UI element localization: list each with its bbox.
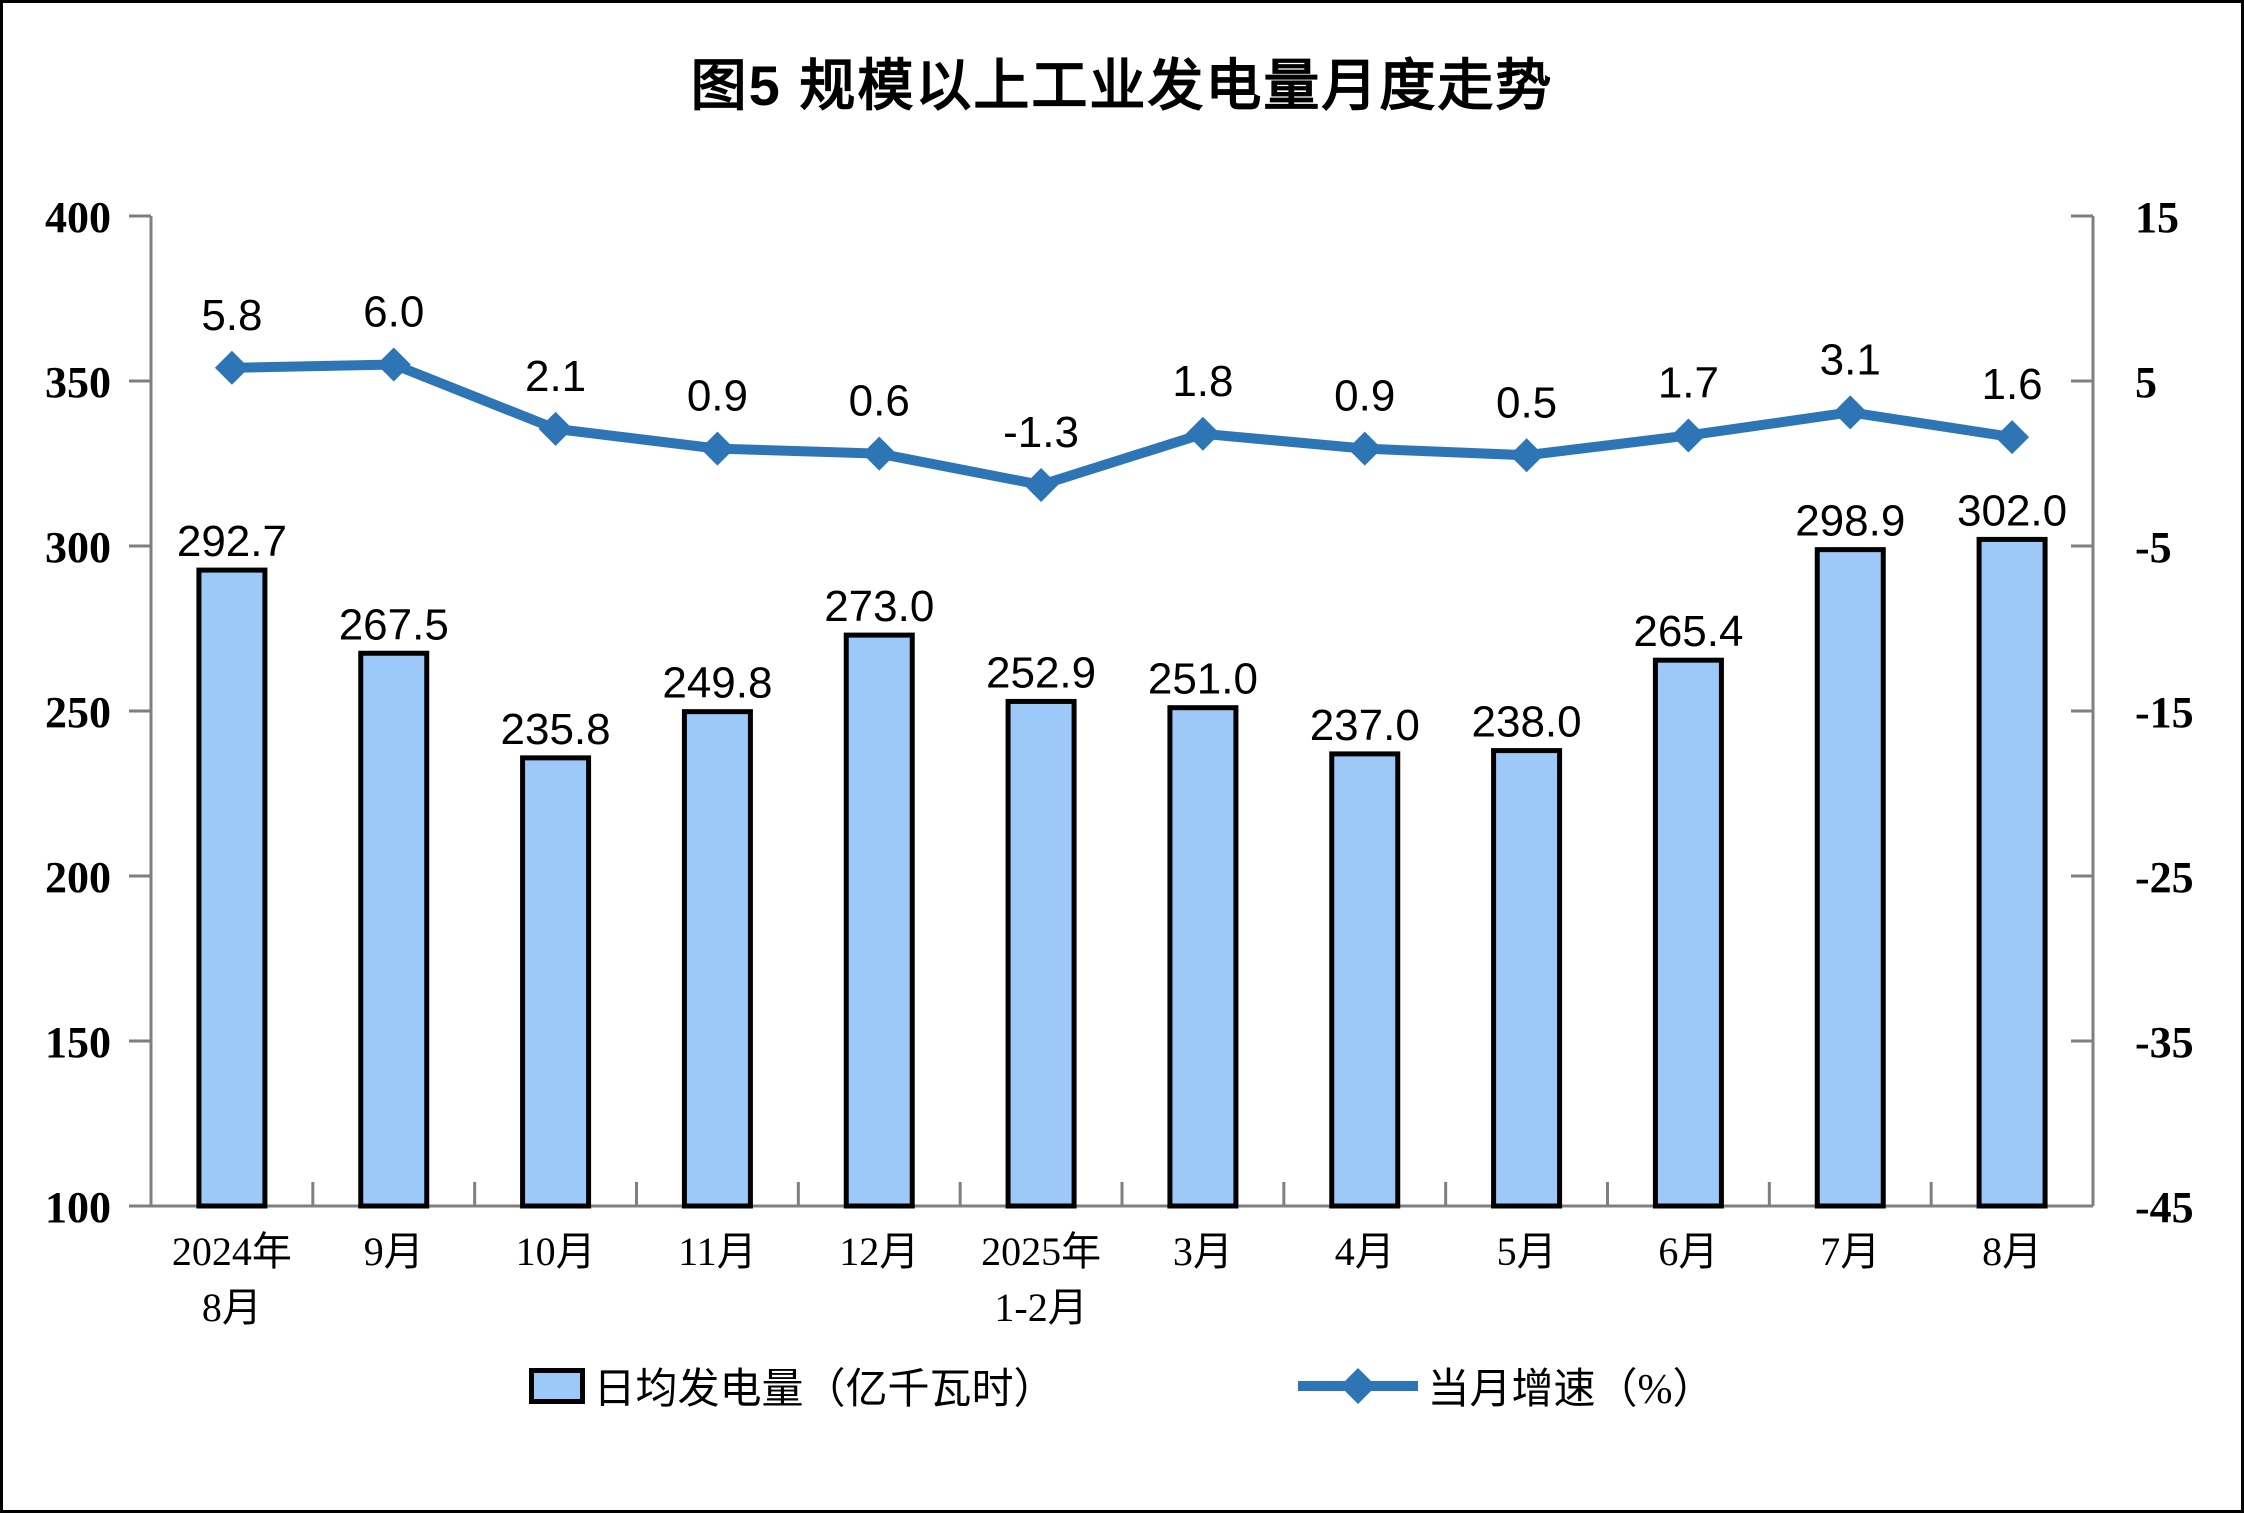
line-marker-diamond (700, 431, 735, 466)
left-axis-tick-label: 350 (45, 358, 111, 407)
bar (196, 567, 268, 1209)
bar (1976, 536, 2048, 1209)
bar-series-swatch-icon (529, 1367, 586, 1404)
bar (1329, 751, 1401, 1209)
line-marker-diamond (1671, 418, 1706, 453)
right-axis-tick-label: -25 (2135, 853, 2194, 902)
x-category-label: 2025年 (981, 1229, 1101, 1274)
right-axis-tick-label: 15 (2135, 193, 2179, 242)
right-axis-tick-label: -15 (2135, 688, 2194, 737)
line-value-label: 0.9 (687, 372, 748, 421)
bar-value-label: 302.0 (1957, 486, 2067, 535)
bar-value-label: 265.4 (1633, 607, 1743, 656)
left-axis-tick-label: 200 (45, 853, 111, 902)
right-axis-tick-label: -35 (2135, 1018, 2194, 1067)
x-category-label: 8月 (202, 1285, 262, 1330)
line-marker-diamond (1024, 467, 1059, 502)
growth-line (231, 359, 2013, 490)
bar-value-label: 235.8 (501, 705, 611, 754)
bar (1005, 698, 1077, 1209)
bar (1814, 547, 1886, 1209)
line-value-label: 5.8 (201, 291, 262, 340)
bar-value-label: 252.9 (986, 648, 1096, 697)
bar (520, 755, 592, 1209)
x-category-label: 10月 (516, 1229, 596, 1274)
line-marker-diamond (1185, 416, 1220, 451)
chart-canvas: 400 350 300 250 200 150 100 15 5 -5 -15 -25 -35 -45 29… (45, 193, 2194, 1330)
line-value-label: 0.5 (1496, 378, 1557, 427)
x-category-label: 7月 (1820, 1229, 1880, 1274)
x-category-label: 5月 (1497, 1229, 1557, 1274)
legend-line-label: 当月增速（%） (1427, 1367, 1715, 1413)
bar-value-label: 237.0 (1310, 701, 1420, 750)
line-value-label: 1.6 (1981, 360, 2042, 409)
x-category-label: 4月 (1335, 1229, 1395, 1274)
line-value-label: 6.0 (363, 288, 424, 337)
x-category-label: 1-2月 (994, 1285, 1087, 1330)
x-category-label: 3月 (1173, 1229, 1233, 1274)
right-axis-tick-label: -5 (2135, 523, 2172, 572)
bar (358, 650, 430, 1209)
bar (1652, 657, 1724, 1209)
right-axis-tick-label: 5 (2135, 358, 2157, 407)
x-category-label: 9月 (364, 1229, 424, 1274)
left-axis-tick-label: 400 (45, 193, 111, 242)
bar-value-label: 238.0 (1472, 698, 1582, 747)
bar (1491, 748, 1563, 1209)
bar-value-label: 267.5 (339, 600, 449, 649)
left-axis-tick-label: 100 (45, 1183, 111, 1232)
x-category-label: 11月 (678, 1229, 757, 1274)
bar (1167, 705, 1239, 1209)
x-category-label: 8月 (1982, 1229, 2042, 1274)
line-value-label: 2.1 (525, 352, 586, 401)
bar-value-label: 298.9 (1795, 497, 1905, 546)
line-marker-diamond (1509, 438, 1544, 473)
line-marker-diamond (1995, 420, 2030, 455)
line-value-label: -1.3 (1003, 408, 1079, 457)
legend-item-bar-series: 日均发电量（亿千瓦时） (529, 1355, 1056, 1416)
line-value-label: 0.9 (1334, 372, 1395, 421)
line-value-label: 1.7 (1658, 358, 1719, 407)
bar (843, 632, 915, 1209)
line-marker-diamond (1347, 431, 1382, 466)
left-axis-tick-label: 300 (45, 523, 111, 572)
chart-title: 图5 规模以上工业发电量月度走势 (690, 54, 1554, 117)
line-marker-diamond (214, 350, 249, 385)
line-marker-diamond (376, 347, 411, 382)
legend-line-marker (1339, 1367, 1376, 1404)
line-value-label: 0.6 (849, 377, 910, 426)
bar (681, 709, 753, 1209)
line-value-label: 1.8 (1172, 357, 1233, 406)
legend-item-line-series: 当月增速（%） (1296, 1355, 1715, 1416)
line-marker-diamond (862, 436, 897, 471)
bar-value-label: 273.0 (824, 582, 934, 631)
line-value-label: 3.1 (1820, 335, 1881, 384)
left-axis-tick-label: 250 (45, 688, 111, 737)
x-category-label: 2024年 (172, 1229, 292, 1274)
bar-value-label: 249.8 (662, 659, 772, 708)
bar-value-label: 292.7 (177, 517, 287, 566)
legend-bar-label: 日均发电量（亿千瓦时） (593, 1367, 1056, 1413)
left-axis-tick-label: 150 (45, 1018, 111, 1067)
legend: 日均发电量（亿千瓦时） 当月增速（%） (3, 1355, 2241, 1416)
bar-value-label: 251.0 (1148, 655, 1258, 704)
x-category-label: 6月 (1658, 1229, 1718, 1274)
line-marker-diamond (1833, 395, 1868, 430)
line-series-swatch-icon (1297, 1367, 1418, 1404)
line-marker-diamond (538, 411, 573, 446)
right-axis-tick-label: -45 (2135, 1183, 2194, 1232)
x-category-label: 12月 (839, 1229, 919, 1274)
